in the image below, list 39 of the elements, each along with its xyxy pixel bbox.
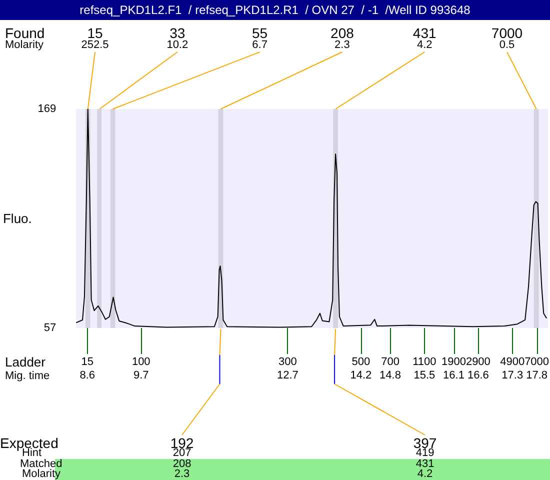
annotation: 15 252.5	[81, 25, 109, 51]
x-tick-label: 15.5	[414, 370, 436, 382]
text: Molarity	[22, 468, 62, 480]
text: 2900	[466, 356, 490, 368]
annotation: 208 2.3	[330, 25, 354, 51]
text: 4900	[500, 356, 525, 368]
x-tick-label: 16.6	[467, 370, 489, 382]
chart-title: refseq_PKD1L2.F1 / refseq_PKD1L2.R1 / OVN 27 / -1 /Well ID 993648	[0, 0, 550, 20]
x-tick-label: 8.6	[80, 370, 96, 382]
text: Found	[5, 25, 45, 41]
line-series	[76, 108, 548, 328]
x-tick-label: 16.1	[443, 370, 464, 382]
text: Matched	[20, 458, 62, 470]
text: Ladder	[5, 354, 46, 370]
annotation: 33 10.2	[166, 25, 188, 51]
x-axis-title: Mig. time	[5, 370, 50, 382]
text: 192 207 208 2.3	[170, 435, 194, 480]
text: 700	[381, 356, 400, 368]
annotation: 431 4.2	[412, 25, 436, 51]
x-tick-label: 9.7	[133, 370, 149, 382]
annotation: 7000 0.5	[491, 25, 523, 51]
x-tick-label: 12.7	[276, 370, 298, 382]
y-axis-title: Fluo.	[2, 211, 32, 226]
x-tick-label: 17.3	[502, 370, 524, 382]
text: 1900	[442, 356, 466, 368]
text: 100	[132, 356, 150, 368]
text: 1100	[412, 356, 436, 368]
text: 7000	[524, 356, 550, 368]
text: 397 419 431 4.2	[413, 435, 437, 480]
x-tick-label: 14.2	[350, 370, 372, 382]
y-tick-label: 169	[38, 103, 56, 115]
y-tick-label: 57	[44, 322, 56, 334]
x-tick-label: 14.8	[380, 370, 401, 382]
text: Molarity	[5, 39, 44, 51]
text: 15	[81, 356, 94, 368]
x-tick-label: 17.8	[526, 370, 548, 382]
text: 300	[278, 356, 297, 368]
text: 500	[352, 356, 370, 368]
annotation: 55 6.7	[252, 25, 268, 51]
